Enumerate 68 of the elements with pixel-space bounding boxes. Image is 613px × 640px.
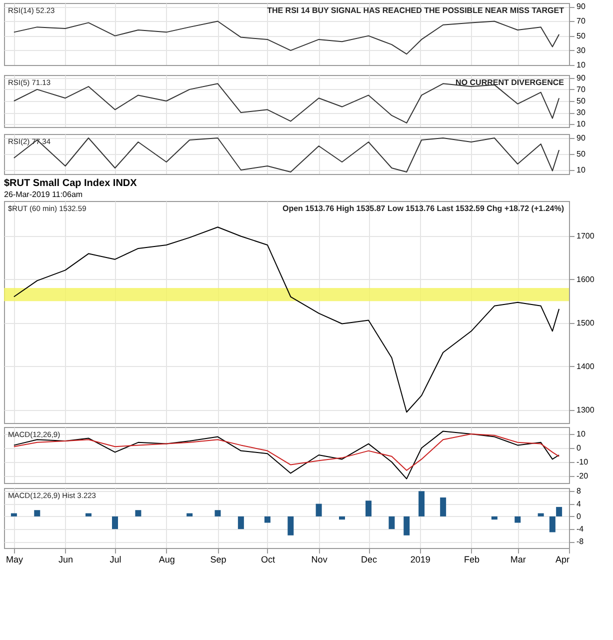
y-tick-label: 90	[576, 73, 586, 82]
x-tick-label: Dec	[361, 554, 378, 564]
bar	[514, 516, 521, 523]
x-tick-label: Sep	[210, 554, 226, 564]
bar	[440, 497, 446, 516]
y-tick-label: 1300	[576, 405, 595, 414]
y-tick-label: -10	[576, 458, 589, 466]
y-tick-label: 30	[576, 46, 586, 55]
bar	[264, 516, 270, 523]
y-tick-label: 1400	[576, 362, 595, 371]
y-tick-label: 10	[576, 120, 586, 129]
line-series	[13, 226, 560, 413]
y-tick-label: 50	[576, 150, 586, 158]
bar	[549, 516, 556, 532]
y-tick-label: 10	[576, 166, 586, 174]
bar	[491, 516, 498, 520]
bar	[238, 516, 244, 530]
x-tick-label: Aug	[158, 554, 175, 564]
y-tick-label: 0	[576, 512, 582, 521]
bar	[135, 510, 142, 516]
bar	[316, 504, 322, 516]
bar	[388, 516, 395, 530]
y-tick-label: 70	[576, 84, 586, 94]
bar	[10, 513, 17, 516]
x-tick-label: Feb	[464, 554, 480, 564]
annotation: THE RSI 14 BUY SIGNAL HAS REACHED THE POSSIBLE NEAR MISS TARGET	[267, 6, 564, 15]
bar	[288, 516, 294, 536]
annotation: Open 1513.76 High 1535.87 Low 1513.76 Last 1532.59 Chg +18.72 (+1.24%)	[282, 204, 564, 213]
y-tick-label: 10	[576, 430, 586, 438]
y-tick-label: 10	[576, 60, 586, 70]
y-tick-label: 1700	[576, 231, 595, 240]
x-tick-label: May	[6, 554, 24, 564]
y-tick-label: 90	[576, 134, 586, 142]
x-tick-label: Nov	[311, 554, 328, 564]
bar	[418, 491, 425, 516]
x-tick-label: Jul	[110, 554, 122, 564]
bar	[538, 513, 544, 516]
annotation: NO CURRENT DIVERGENCE	[456, 78, 565, 87]
x-tick-label: Oct	[260, 554, 276, 564]
bar	[339, 516, 346, 520]
bar	[214, 510, 221, 516]
y-tick-label: -4	[576, 524, 584, 534]
y-tick-label: 30	[576, 108, 586, 118]
bar	[404, 516, 410, 536]
bar	[186, 513, 193, 516]
chart-subtitle: 26-Mar-2019 11:06am	[4, 190, 83, 199]
y-tick-label: 90	[576, 2, 586, 12]
chart-title: $RUT Small Cap Index INDX	[4, 178, 138, 189]
x-tick-label: Apr	[555, 554, 570, 564]
bar	[112, 516, 118, 530]
y-tick-label: 8	[576, 486, 582, 496]
bar	[34, 510, 40, 516]
y-tick-label: 1600	[576, 274, 595, 284]
y-tick-label: 4	[576, 499, 582, 508]
y-tick-label: 0	[576, 444, 582, 452]
y-tick-label: 1500	[576, 318, 595, 328]
y-tick-label: -20	[576, 472, 589, 480]
line-series	[13, 20, 560, 55]
y-tick-label: 50	[576, 31, 586, 40]
bar	[86, 513, 92, 516]
bar	[366, 500, 372, 516]
y-tick-label: 70	[576, 16, 586, 26]
y-tick-label: 50	[576, 96, 586, 106]
bar	[556, 506, 562, 516]
y-tick-label: -8	[576, 537, 584, 546]
x-tick-label: Mar	[510, 554, 526, 564]
x-tick-label: Jun	[58, 554, 74, 564]
x-tick-label: 2019	[410, 554, 430, 564]
